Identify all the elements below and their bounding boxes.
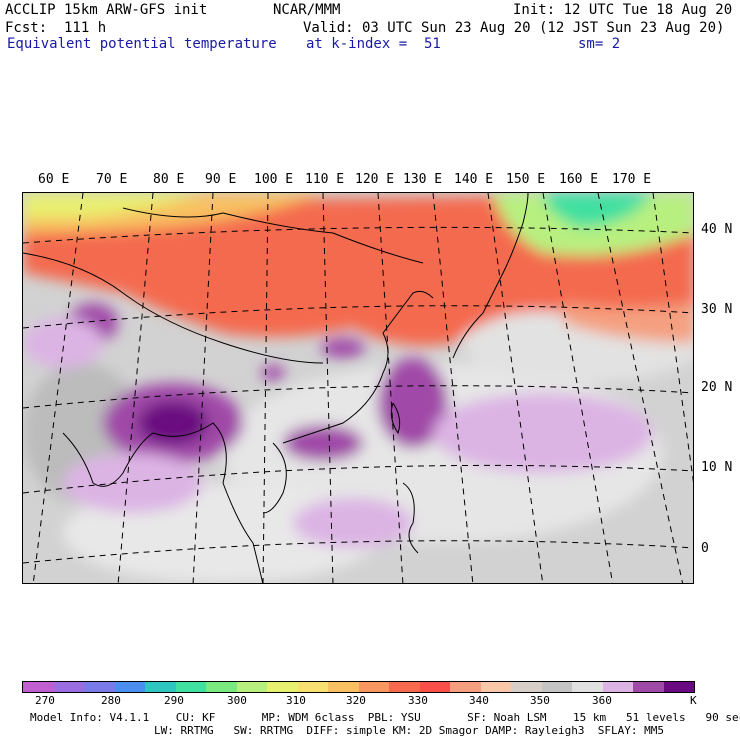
- colorbar-label: 350: [530, 694, 550, 707]
- colorbar-swatch: [206, 682, 237, 692]
- lat-label: 10 N: [701, 460, 733, 475]
- lon-label: 70 E: [96, 172, 128, 187]
- colorbar-swatch: [297, 682, 328, 692]
- colorbar-swatch: [23, 682, 54, 692]
- colorbar-swatch: [450, 682, 481, 692]
- colorbar-label: 360: [592, 694, 612, 707]
- lon-label: 140 E: [454, 172, 494, 187]
- colorbar-swatch: [602, 682, 633, 692]
- valid-time: Valid: 03 UTC Sun 23 Aug 20 (12 JST Sun …: [303, 20, 725, 36]
- colorbar-swatch: [114, 682, 145, 692]
- colorbar-swatch: [53, 682, 84, 692]
- colorbar-swatch: [236, 682, 267, 692]
- forecast-hour: Fcst: 111 h: [5, 20, 107, 36]
- weather-map: [22, 192, 694, 584]
- lat-label: 20 N: [701, 380, 733, 395]
- colorbar-label: 340: [469, 694, 489, 707]
- colorbar-swatch: [480, 682, 511, 692]
- colorbar-swatch: [541, 682, 572, 692]
- lat-label: 0: [701, 541, 709, 556]
- lat-label: 30 N: [701, 302, 733, 317]
- colorbar-swatch: [267, 682, 298, 692]
- colorbar-unit: K: [690, 694, 697, 707]
- lat-label: 40 N: [701, 222, 733, 237]
- colorbar-label: 320: [346, 694, 366, 707]
- lon-label: 120 E: [355, 172, 395, 187]
- lon-label: 170 E: [612, 172, 652, 187]
- lon-label: 90 E: [205, 172, 237, 187]
- colorbar-swatch: [328, 682, 359, 692]
- coastlines: [23, 193, 529, 583]
- lon-label: 80 E: [153, 172, 185, 187]
- colorbar-swatch: [389, 682, 420, 692]
- lon-label: 60 E: [38, 172, 70, 187]
- colorbar: [22, 681, 695, 693]
- graticule: [23, 193, 693, 583]
- model-info-line1: Model Info: V4.1.1 CU: KF MP: WDM 6class…: [30, 711, 740, 724]
- colorbar-swatch: [358, 682, 389, 692]
- colorbar-label: 330: [408, 694, 428, 707]
- colorbar-label: 280: [101, 694, 121, 707]
- lon-label: 100 E: [254, 172, 294, 187]
- colorbar-label: 300: [227, 694, 247, 707]
- init-time: Init: 12 UTC Tue 18 Aug 20: [513, 2, 733, 18]
- colorbar-swatch: [572, 682, 603, 692]
- lon-label: 110 E: [305, 172, 345, 187]
- colorbar-swatch: [84, 682, 115, 692]
- colorbar-label: 310: [286, 694, 306, 707]
- smoothing-label: sm= 2: [578, 36, 621, 52]
- lon-label: 150 E: [506, 172, 546, 187]
- model-info-line2: LW: RRTMG SW: RRTMG DIFF: simple KM: 2D …: [154, 724, 664, 737]
- lon-label: 160 E: [559, 172, 599, 187]
- institution-label: NCAR/MMM: [273, 2, 341, 18]
- colorbar-swatch: [663, 682, 694, 692]
- colorbar-swatch: [175, 682, 206, 692]
- lon-label: 130 E: [403, 172, 443, 187]
- model-title: ACCLIP 15km ARW-GFS init: [5, 2, 208, 18]
- colorbar-label: 270: [35, 694, 55, 707]
- colorbar-swatch: [511, 682, 542, 692]
- colorbar-swatch: [633, 682, 664, 692]
- level-index: at k-index = 51: [306, 36, 441, 52]
- colorbar-label: 290: [164, 694, 184, 707]
- colorbar-swatch: [145, 682, 176, 692]
- colorbar-swatch: [419, 682, 450, 692]
- field-name: Equivalent potential temperature: [7, 36, 277, 52]
